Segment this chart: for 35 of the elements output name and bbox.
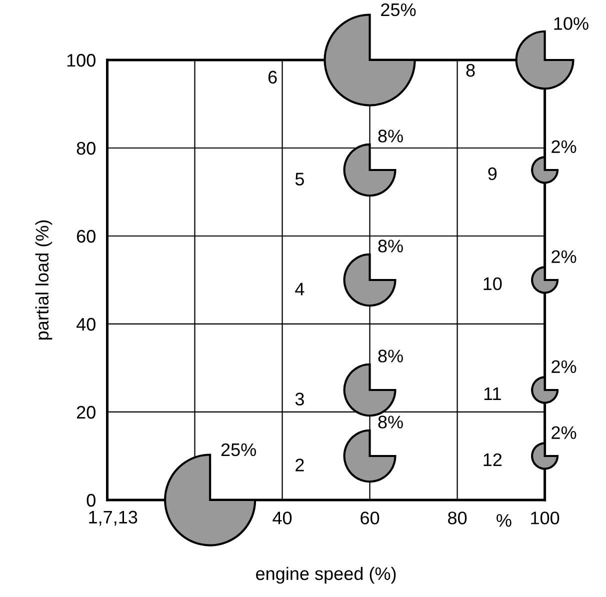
- text: %: [496, 514, 512, 527]
- y-tick-label: 20: [76, 406, 96, 419]
- x-tick-label: 100: [531, 512, 560, 524]
- data-label: 25%: [381, 3, 416, 16]
- data-label: 2%: [552, 426, 576, 439]
- annotation: 6: [268, 70, 277, 84]
- y-tick-label: 80: [76, 142, 96, 155]
- y-tick-label: 40: [76, 318, 96, 331]
- annotation: 8: [466, 64, 475, 77]
- data-label: 8%: [378, 350, 403, 362]
- y-tick-label: 100: [67, 54, 96, 67]
- annotation: 5: [295, 172, 304, 186]
- data-label: 2%: [552, 140, 576, 153]
- annotation: 12: [484, 453, 502, 466]
- y-axis-title: partial load (%): [35, 220, 52, 340]
- data-label: 8%: [378, 240, 403, 252]
- data-label: 25%: [221, 443, 256, 456]
- data-label: 2%: [552, 360, 576, 373]
- annotation: 3: [295, 392, 304, 406]
- x-tick-label: 60: [360, 512, 380, 524]
- x-axis-title: engine speed (%): [256, 566, 396, 584]
- annotation: 4: [295, 282, 304, 296]
- data-label: 2%: [552, 250, 576, 263]
- data-label: 8%: [378, 130, 403, 142]
- y-tick-label: 0: [86, 494, 96, 507]
- text: 1,7,13: [89, 510, 138, 526]
- x-tick-label: 80: [448, 512, 467, 524]
- annotation: 2: [296, 458, 304, 472]
- annotation: 11: [484, 388, 501, 400]
- annotation: 9: [488, 167, 497, 180]
- data-label: 8%: [378, 416, 403, 428]
- data-label: 10%: [554, 17, 588, 30]
- y-tick-label: 60: [76, 230, 96, 243]
- annotation: 10: [484, 277, 502, 290]
- x-tick-label: 40: [272, 512, 292, 524]
